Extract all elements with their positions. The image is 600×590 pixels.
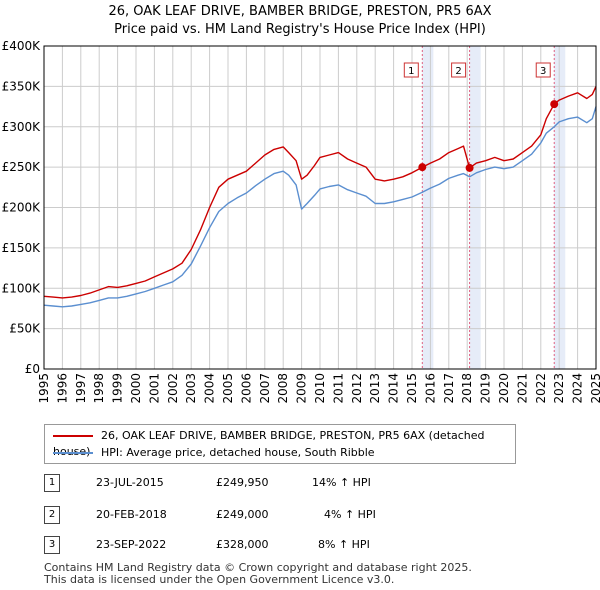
x-tick-label: 2005: [221, 373, 235, 404]
x-tick-label: 2004: [203, 373, 217, 404]
x-tick-label: 2023: [552, 373, 566, 404]
x-tick-label: 2006: [239, 373, 253, 404]
property-price-line: [43, 86, 597, 299]
sale-date: 23-JUL-2015: [96, 476, 164, 489]
sale-point: [418, 163, 427, 172]
sale-number-label: 3: [540, 66, 546, 77]
sale-price: £249,950: [216, 476, 269, 489]
sale-price: £249,000: [216, 508, 269, 521]
sale-hpi-change: 8% ↑ HPI: [318, 538, 370, 551]
x-tick-label: 2003: [184, 373, 198, 404]
legend-item-property: 26, OAK LEAF DRIVE, BAMBER BRIDGE, PREST…: [53, 428, 515, 458]
y-tick-label: £250K: [2, 160, 42, 174]
x-tick-label: 1995: [37, 373, 51, 404]
legend-hpi-label: HPI: Average price, detached house, Sout…: [101, 446, 375, 459]
x-tick-label: 2011: [331, 373, 345, 404]
price-chart: 1 2 3 £0 £50K £100K £150K £200K £250K £300K £350K…: [2, 39, 600, 404]
y-tick-label: £100K: [2, 281, 42, 295]
x-tick-label: 2012: [350, 373, 364, 404]
y-tick-label: £350K: [2, 79, 42, 93]
x-tick-label: 2001: [147, 373, 161, 404]
sale-number-box: [535, 62, 551, 78]
sale-price: £328,000: [216, 538, 269, 551]
x-tick-label: 2018: [460, 373, 474, 404]
x-tick-label: 2002: [166, 373, 180, 404]
legend-item-hpi: HPI: Average price, detached house, Sout…: [53, 445, 375, 461]
x-tick-label: 2025: [589, 373, 600, 404]
sale-date: 23-SEP-2022: [96, 538, 167, 551]
y-tick-label: £300K: [2, 120, 42, 134]
sale-number-box: [451, 62, 467, 78]
legend: 26, OAK LEAF DRIVE, BAMBER BRIDGE, PREST…: [44, 424, 516, 464]
plot-frame: [43, 45, 597, 370]
sale-point: [465, 163, 474, 172]
sale-number-box: [403, 62, 419, 78]
x-tick-label: 2007: [258, 373, 272, 404]
x-tick-label: 1997: [74, 373, 88, 404]
x-tick-label: 1996: [55, 373, 69, 404]
property-line-swatch: [53, 435, 93, 437]
x-tick-label: 2009: [295, 373, 309, 404]
footer-copyright: Contains HM Land Registry data © Crown c…: [44, 561, 472, 574]
sale-number-badge: 1: [44, 474, 60, 492]
sale-number-label: 1: [408, 66, 414, 77]
sale-number-badge: 3: [44, 536, 60, 554]
x-tick-label: 2015: [405, 373, 419, 404]
x-tick-label: 2008: [276, 373, 290, 404]
chart-subtitle: Price paid vs. HM Land Registry's House …: [114, 22, 486, 37]
sale-number-badge: 2: [44, 506, 60, 524]
sale-date: 20-FEB-2018: [96, 508, 167, 521]
x-tick-label: 2010: [313, 373, 327, 404]
y-tick-label: £200K: [2, 201, 42, 215]
x-tick-label: 2021: [515, 373, 529, 404]
x-tick-label: 2022: [534, 373, 548, 404]
chart-title: 26, OAK LEAF DRIVE, BAMBER BRIDGE, PREST…: [108, 4, 492, 19]
x-tick-label: 2016: [423, 373, 437, 404]
sale-hpi-change: 4% ↑ HPI: [324, 508, 376, 521]
y-tick-label: £400K: [2, 39, 42, 53]
x-tick-label: 2014: [387, 373, 401, 404]
hpi-line-swatch: [53, 452, 93, 454]
x-tick-label: 1999: [111, 373, 125, 404]
x-tick-label: 2000: [129, 373, 143, 404]
footer-license: This data is licensed under the Open Gov…: [44, 573, 395, 586]
x-tick-label: 2017: [442, 373, 456, 404]
x-tick-label: 2019: [479, 373, 493, 404]
y-tick-label: £150K: [2, 241, 42, 255]
sale-point: [550, 100, 559, 109]
sale-hpi-change: 14% ↑ HPI: [312, 476, 371, 489]
x-tick-label: 2024: [571, 373, 585, 404]
sale-number-label: 2: [455, 66, 461, 77]
x-tick-label: 1998: [92, 373, 106, 404]
hpi-line: [43, 106, 597, 308]
x-tick-label: 2013: [368, 373, 382, 404]
x-tick-label: 2020: [497, 373, 511, 404]
y-tick-label: £50K: [9, 322, 41, 336]
y-tick-label: £0: [25, 362, 40, 376]
legend-property-label: 26, OAK LEAF DRIVE, BAMBER BRIDGE, PREST…: [53, 429, 485, 458]
